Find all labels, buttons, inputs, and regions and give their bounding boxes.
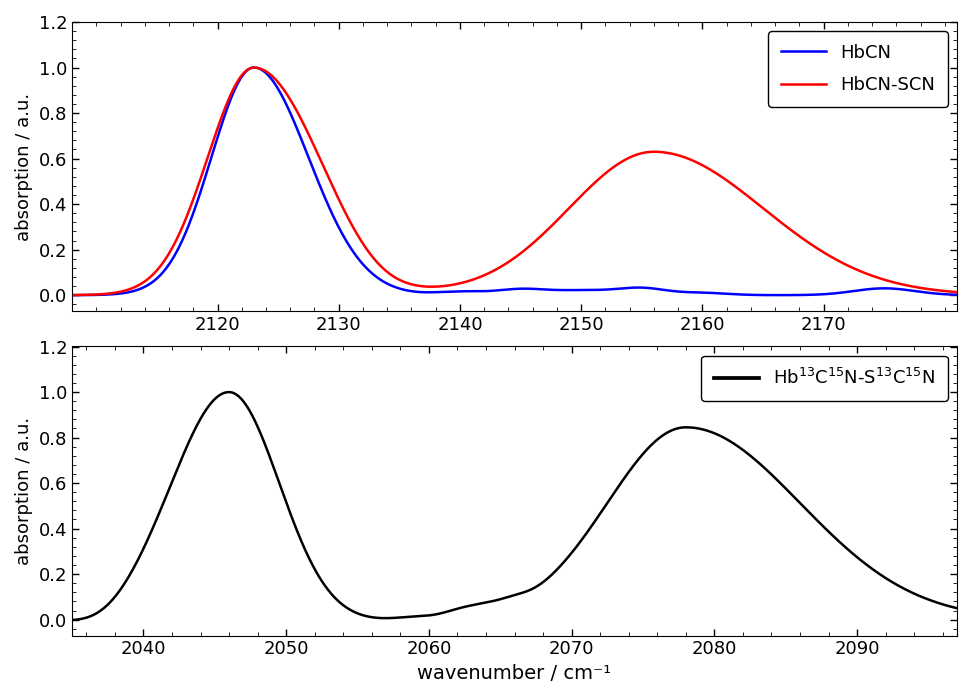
HbCN-SCN: [794, 232, 806, 241]
HbCN-SCN: [404, 280, 416, 288]
HbCN-SCN: [952, 288, 963, 297]
HbCN: [727, 290, 739, 298]
HbCN-SCN: [226, 86, 238, 94]
HbCN: [226, 90, 238, 98]
HbCN: [952, 290, 963, 299]
HbCN-SCN: [248, 64, 260, 72]
HbCN-SCN: [727, 180, 739, 188]
HbCN-SCN: [66, 291, 78, 299]
Line: HbCN-SCN: HbCN-SCN: [72, 68, 957, 295]
HbCN: [404, 287, 416, 295]
Y-axis label: absorption / a.u.: absorption / a.u.: [15, 417, 33, 565]
Legend: HbCN, HbCN-SCN: HbCN, HbCN-SCN: [768, 31, 948, 107]
HbCN: [642, 284, 653, 292]
HbCN-SCN: [597, 171, 608, 179]
HbCN: [66, 291, 78, 299]
HbCN: [597, 285, 608, 294]
Line: HbCN: HbCN: [72, 68, 957, 295]
HbCN-SCN: [642, 148, 653, 156]
Legend: Hb$^{13}$C$^{15}$N-S$^{13}$C$^{15}$N: Hb$^{13}$C$^{15}$N-S$^{13}$C$^{15}$N: [701, 355, 948, 401]
HbCN: [248, 64, 260, 72]
X-axis label: wavenumber / cm⁻¹: wavenumber / cm⁻¹: [417, 664, 611, 683]
Y-axis label: absorption / a.u.: absorption / a.u.: [15, 92, 33, 241]
HbCN: [794, 291, 806, 299]
